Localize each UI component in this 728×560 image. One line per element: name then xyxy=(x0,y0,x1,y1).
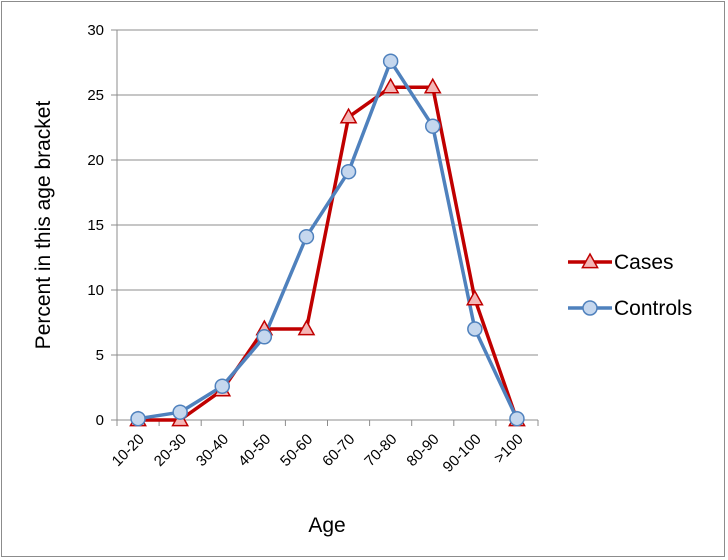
controls-data-point xyxy=(509,410,525,427)
controls-data-point xyxy=(214,378,230,394)
series-markers xyxy=(129,53,526,427)
y-tick-label: 5 xyxy=(96,347,104,364)
controls-data-point xyxy=(382,53,399,69)
controls-data-point xyxy=(425,118,441,134)
x-axis-title: Age xyxy=(308,514,345,537)
x-tick-label: 40-50 xyxy=(235,431,274,470)
legend-item-cases: Cases xyxy=(568,251,674,274)
cases-data-point xyxy=(339,107,358,124)
legend-label-cases: Cases xyxy=(614,251,674,274)
y-axis-title: Percent in this age bracket xyxy=(32,101,55,350)
y-tick-label: 10 xyxy=(87,282,104,299)
x-tick-label: 30-40 xyxy=(193,431,232,470)
axes xyxy=(111,29,539,426)
cases-data-point xyxy=(465,289,484,306)
y-tick-label: 25 xyxy=(87,87,104,104)
tick-labels: 0 5 10 15 20 25 30 10-20 20-30 30-40 40-50 50-60 60-… xyxy=(87,22,526,476)
y-tick-label: 30 xyxy=(87,22,104,39)
legend-item-controls: Controls xyxy=(568,297,692,320)
cases-data-point xyxy=(423,77,442,94)
x-tick-label: 70-80 xyxy=(361,431,400,470)
controls-series-line xyxy=(137,59,519,421)
cases-data-point xyxy=(297,319,316,336)
controls-data-point xyxy=(130,410,146,427)
x-tick-label: 90-100 xyxy=(440,431,485,476)
legend-marker-controls xyxy=(582,300,598,316)
y-tick-label: 0 xyxy=(96,412,104,429)
gridlines xyxy=(117,29,538,356)
y-tick-label: 15 xyxy=(87,217,104,234)
x-tick-label: 20-30 xyxy=(151,431,190,470)
legend-label-controls: Controls xyxy=(614,297,692,320)
controls-data-point xyxy=(298,228,315,245)
controls-data-point xyxy=(340,163,357,180)
cases-series-line xyxy=(138,85,519,422)
x-tick-label: 80-90 xyxy=(403,431,442,470)
controls-data-point xyxy=(256,329,273,345)
controls-data-point xyxy=(467,321,483,337)
legend: Cases Controls xyxy=(568,251,692,320)
y-tick-label: 20 xyxy=(87,152,104,169)
x-tick-label: 50-60 xyxy=(277,431,316,470)
legend-marker-cases xyxy=(581,252,599,269)
controls-data-point xyxy=(172,404,188,420)
x-tick-label: >100 xyxy=(491,431,527,467)
series-lines xyxy=(137,59,519,422)
cases-data-point xyxy=(381,77,400,94)
x-tick-label: 60-70 xyxy=(319,431,358,470)
x-tick-label: 10-20 xyxy=(109,431,148,470)
